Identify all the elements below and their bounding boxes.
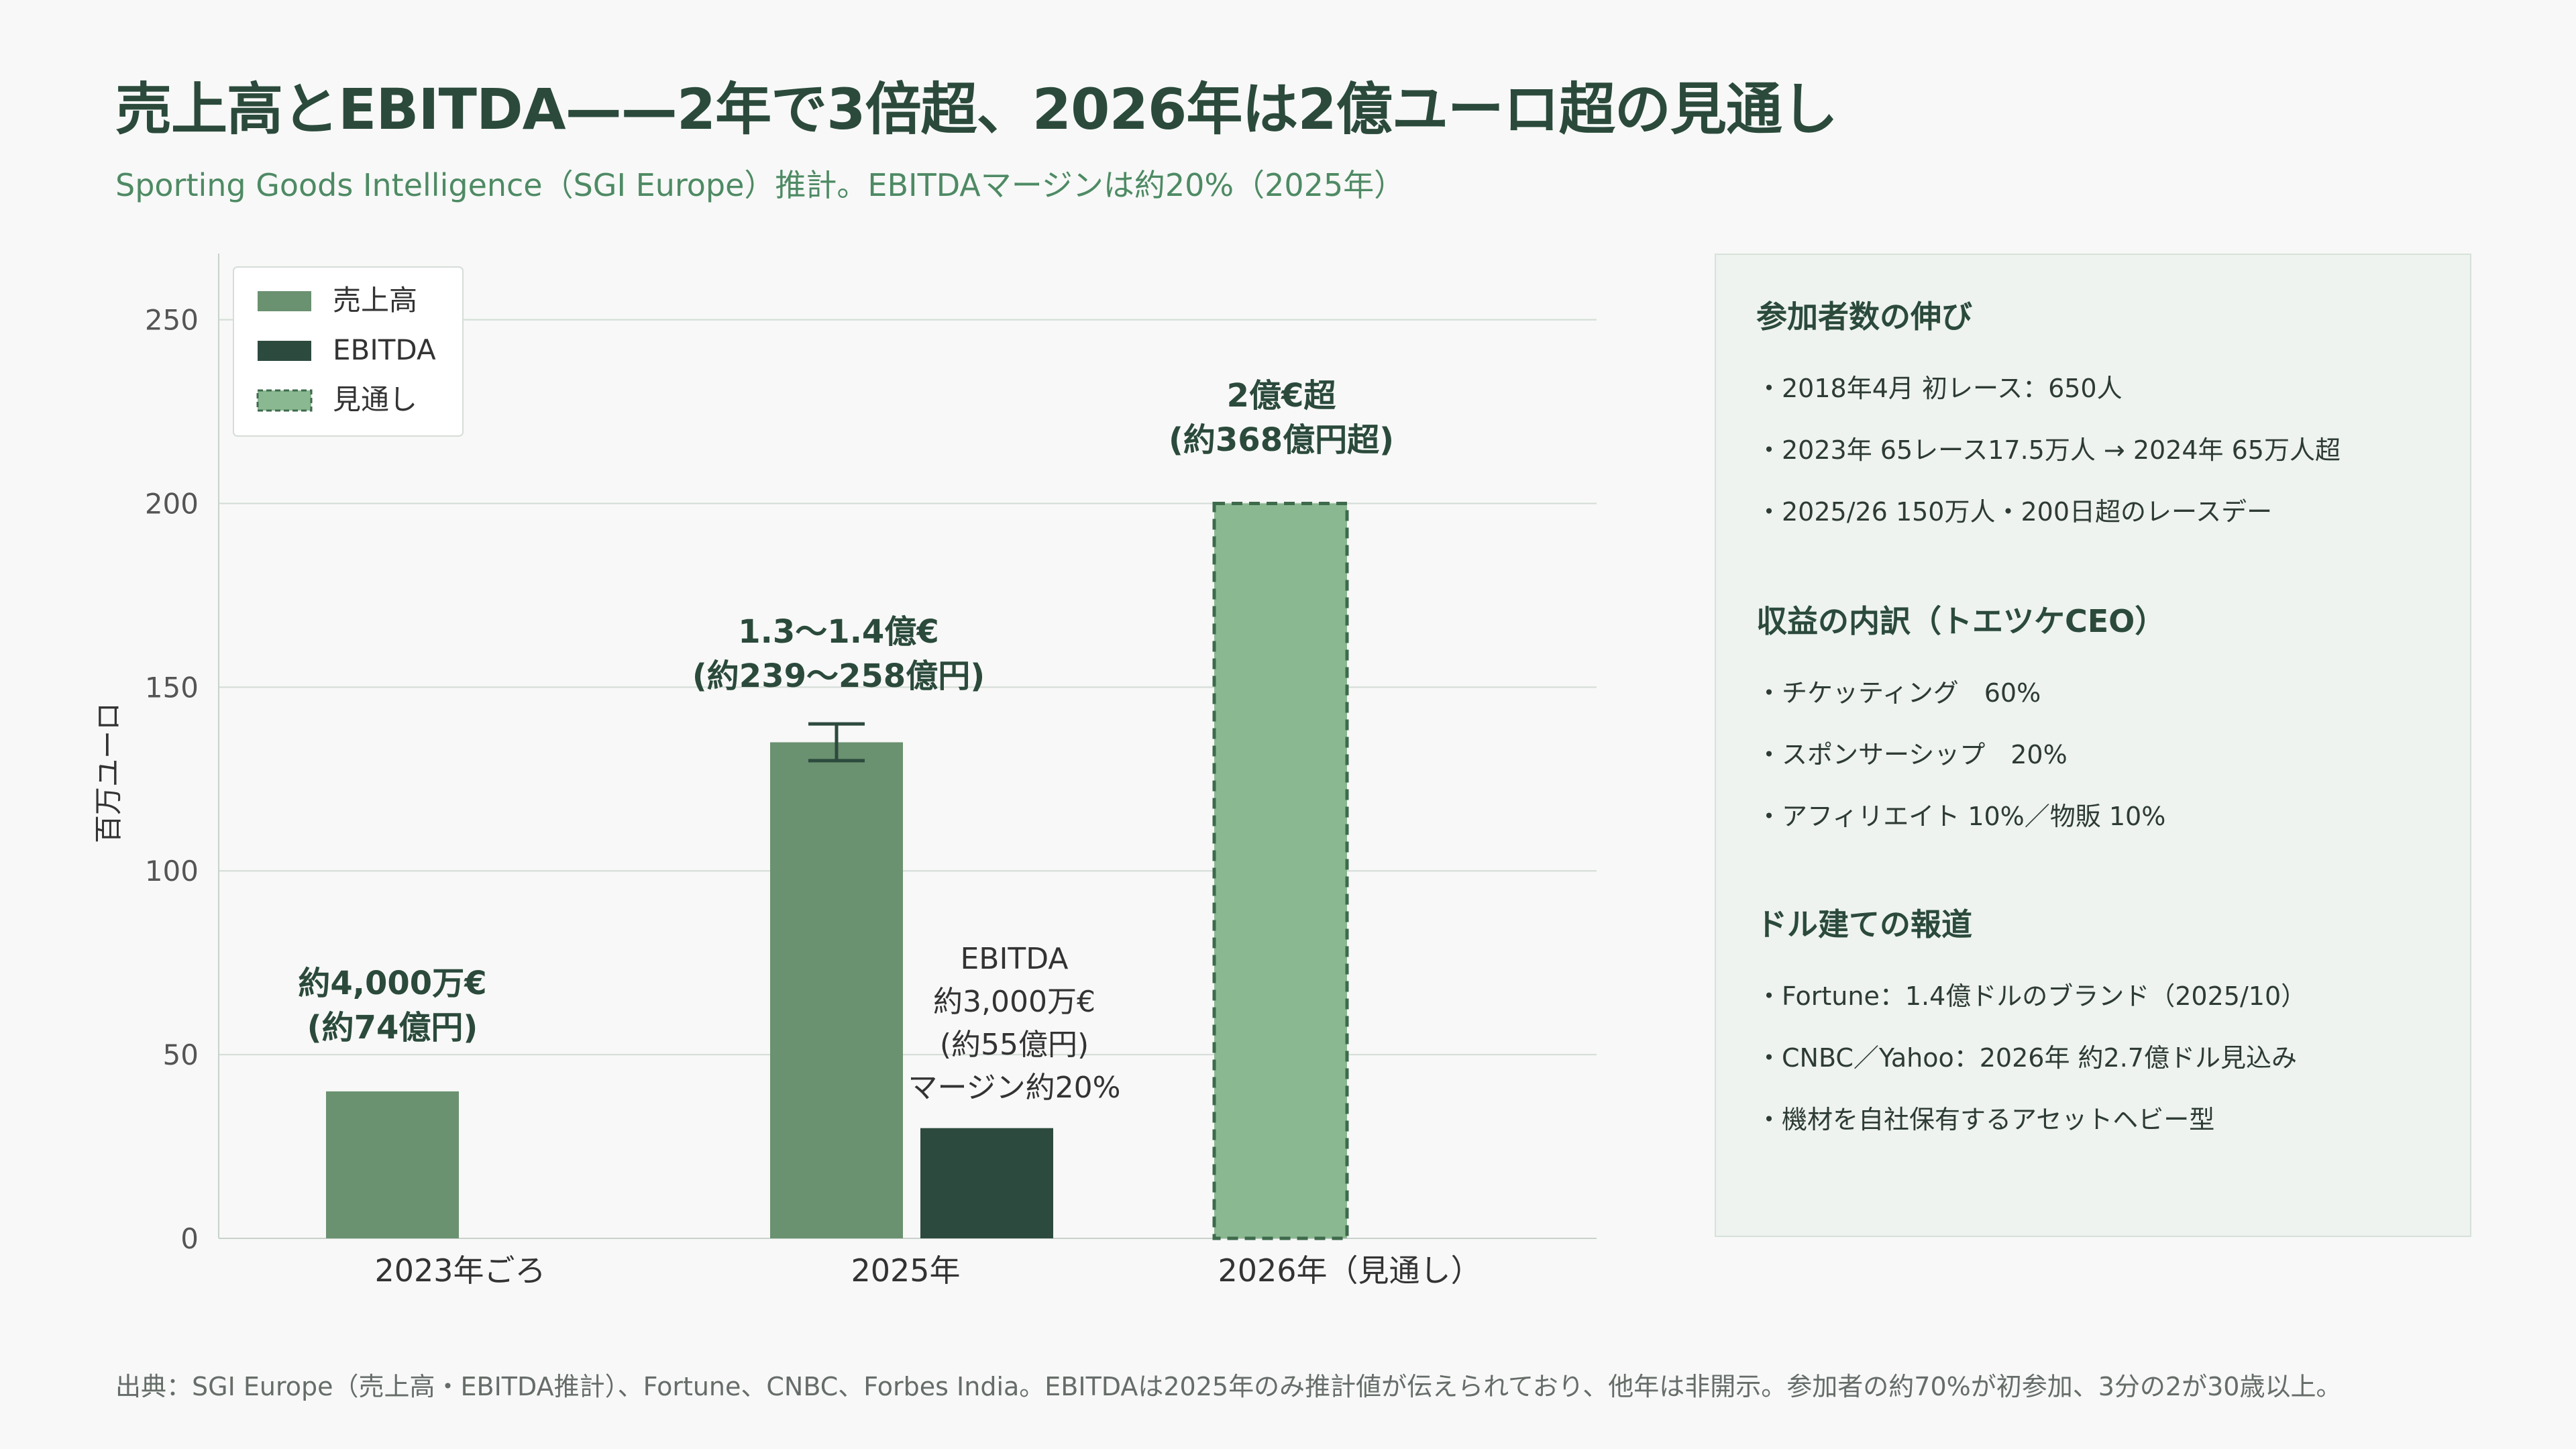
revenue-mix-item: ・アフィリエイト 10%／物販 10% <box>1756 802 2166 831</box>
x-tick-label: 2025年 <box>851 1252 960 1289</box>
bar-ebitda <box>920 1128 1053 1238</box>
dollar-reports-item: ・CNBC／Yahoo：2026年 約2.7億ドル見込み <box>1756 1043 2297 1073</box>
dollar-reports-section: ドル建ての報道 ・Fortune：1.4億ドルのブランド（2025/10） ・C… <box>1756 900 2306 1134</box>
dollar-reports-item: ・Fortune：1.4億ドルのブランド（2025/10） <box>1756 981 2307 1011</box>
participants-item: ・2023年 65レース17.5万人 → 2024年 65万人超 <box>1756 435 2341 465</box>
data-label-ebitda: (約55億円) <box>940 1028 1089 1062</box>
participants-section: 参加者数の伸び ・2018年4月 初レース：650人 ・2023年 65レース1… <box>1756 292 2341 527</box>
legend-label: 見通し <box>333 383 417 416</box>
y-tick-label: 100 <box>145 855 199 888</box>
legend-swatch <box>256 389 313 412</box>
data-label-ebitda: マージン約20% <box>908 1071 1121 1105</box>
x-tick-label: 2023年ごろ <box>374 1252 545 1289</box>
dollar-reports-heading: ドル建ての報道 <box>1756 906 1972 943</box>
legend-swatch <box>258 341 311 361</box>
data-label-2023: (約74億円) <box>307 1009 478 1046</box>
y-tick-label: 50 <box>163 1038 199 1071</box>
data-label-2025: 1.3〜1.4億€ <box>738 613 938 651</box>
source-footnote: 出典：SGI Europe（売上高・EBITDA推計）、Fortune、CNBC… <box>115 1372 2342 1401</box>
revenue-mix-item: ・チケッティング 60% <box>1756 678 2041 708</box>
data-label-2026: (約368億円超) <box>1169 421 1394 459</box>
participants-item: ・2025/26 150万人・200日超のレースデー <box>1756 497 2273 527</box>
bar-revenue <box>770 742 903 1238</box>
bar-revenue <box>326 1091 459 1238</box>
legend-swatch <box>258 291 311 311</box>
participants-item: ・2018年4月 初レース：650人 <box>1756 374 2123 403</box>
legend-label: 売上高 <box>333 284 417 317</box>
bar-projection <box>1212 501 1349 1240</box>
data-label-2026: 2億€超 <box>1227 377 1337 415</box>
y-tick-label: 250 <box>145 304 199 337</box>
participants-heading: 参加者数の伸び <box>1756 299 1972 335</box>
dollar-reports-item: ・機材を自社保有するアセットヘビー型 <box>1756 1105 2215 1134</box>
legend-label: EBITDA <box>333 333 436 366</box>
page-title: 売上高とEBITDA——2年で3倍超、2026年は2億ユーロ超の見通し <box>115 76 1838 142</box>
page-subtitle: Sporting Goods Intelligence（SGI Europe）推… <box>115 167 1405 203</box>
y-tick-label: 0 <box>180 1222 199 1255</box>
revenue-mix-item: ・スポンサーシップ 20% <box>1756 740 2068 769</box>
y-tick-label: 200 <box>145 487 199 520</box>
revenue-mix-section: 収益の内訳（トエツケCEO） ・チケッティング 60% ・スポンサーシップ 20… <box>1756 597 2166 831</box>
data-label-ebitda: 約3,000万€ <box>933 985 1095 1019</box>
data-label-ebitda: EBITDA <box>960 942 1068 976</box>
y-tick-label: 150 <box>145 671 199 704</box>
side-panel: 参加者数の伸び ・2018年4月 初レース：650人 ・2023年 65レース1… <box>1715 254 2471 1237</box>
data-label-2023: 約4,000万€ <box>298 965 486 1002</box>
revenue-ebitda-chart: 0 50 100 150 200 250 百万ユーロ 2023年ごろ 2025年 2026年（見通… <box>92 254 1597 1289</box>
revenue-mix-heading: 収益の内訳（トエツケCEO） <box>1756 603 2166 639</box>
x-tick-label: 2026年（見通し） <box>1218 1252 1481 1289</box>
y-axis-label: 百万ユーロ <box>92 702 125 843</box>
data-label-2025: (約239〜258億円) <box>692 657 985 695</box>
